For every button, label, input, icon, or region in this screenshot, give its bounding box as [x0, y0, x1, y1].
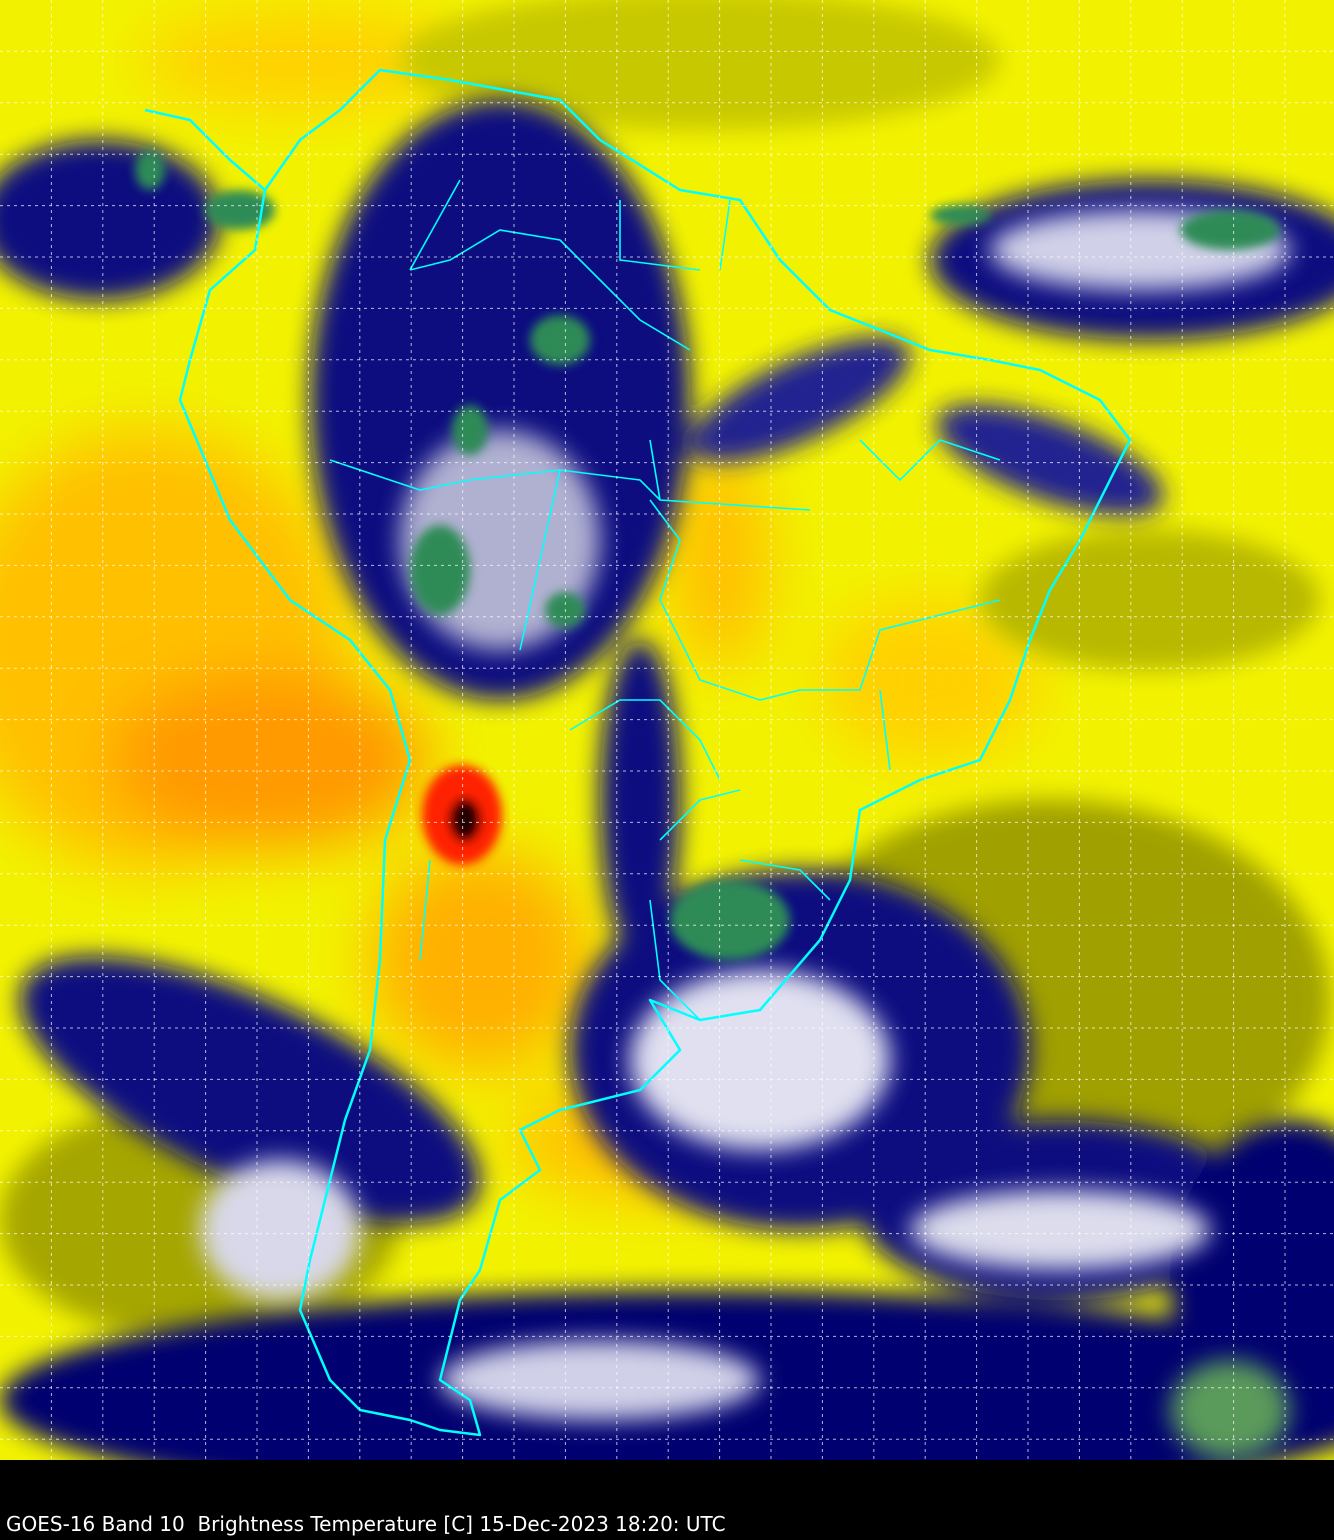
cloud-tops: [200, 210, 1290, 1460]
lat-lon-grid: [0, 0, 1334, 1460]
satellite-image: [0, 0, 1334, 1460]
hot-spot: [422, 765, 502, 865]
coldest-cloud-cores: [135, 150, 1280, 960]
image-caption: GOES-16 Band 10 Brightness Temperature […: [6, 1512, 726, 1536]
continent-border: [144, 68, 1132, 1437]
country-borders: [329, 179, 1001, 1021]
